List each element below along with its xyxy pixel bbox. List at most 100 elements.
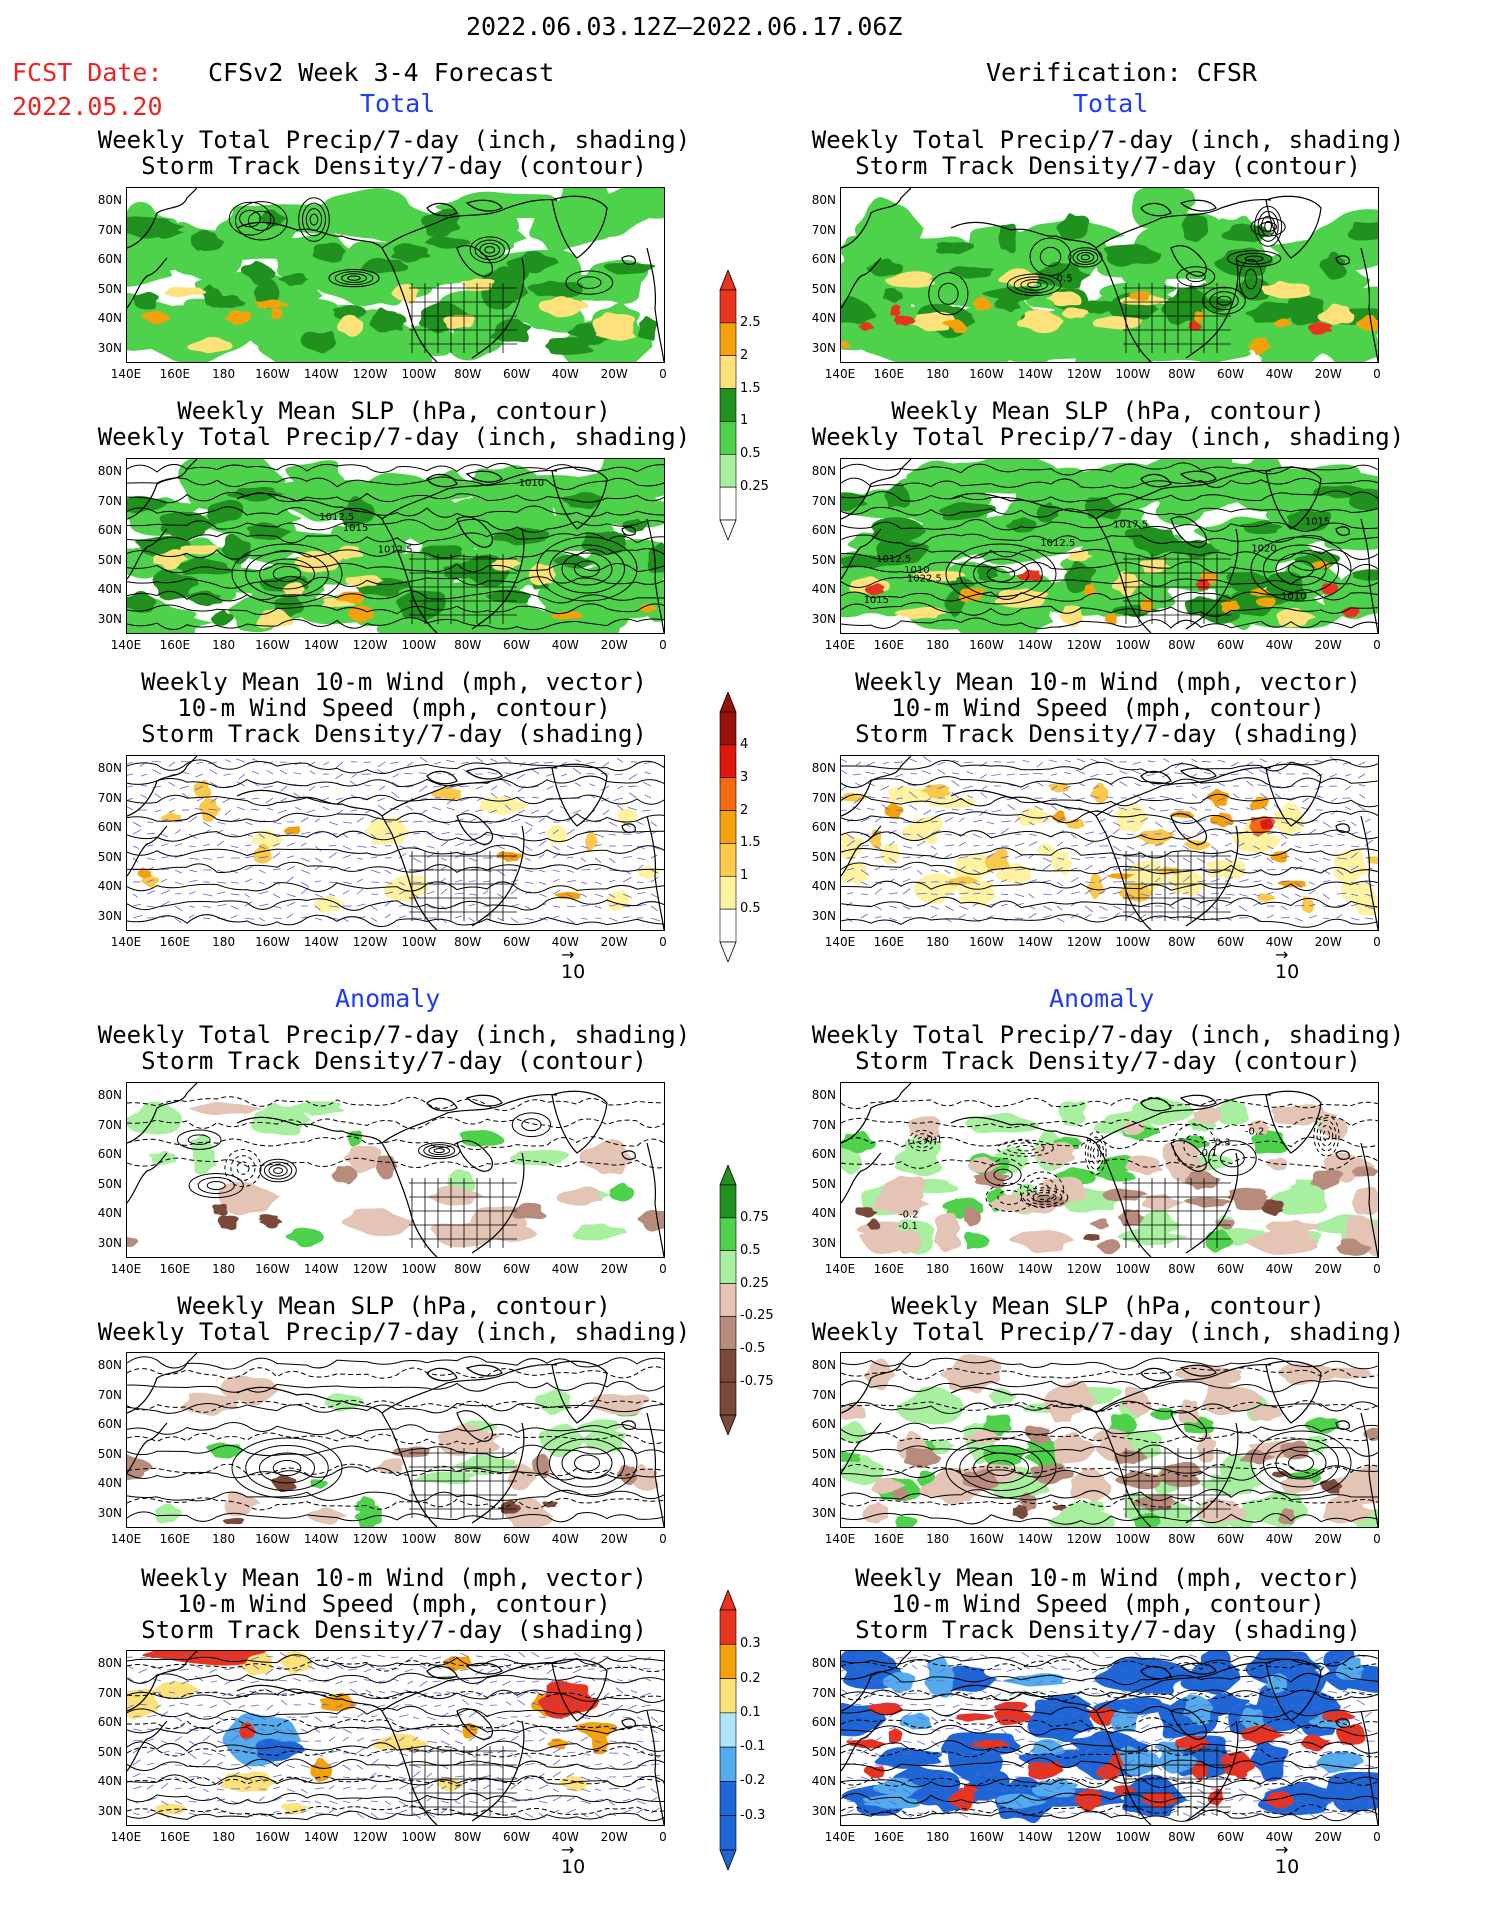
lon-label: 40W [1265,1262,1293,1276]
colorbar-label: -0.3 [740,1807,766,1823]
lon-label: 180 [212,1262,236,1276]
precip-anom-shading [310,1479,328,1489]
contour-line [245,1445,329,1491]
colorbar-segment [719,1283,737,1317]
colorbar-label: 2 [740,802,749,818]
precip-shading [1061,307,1089,319]
precip-shading [1256,597,1276,608]
lon-label: 140W [1017,1830,1053,1844]
precip-shading [1347,221,1378,241]
contour-line [841,1367,1378,1380]
precip-shading [1078,300,1115,314]
lon-label: 140E [824,935,856,949]
lon-label: 160E [159,1532,191,1546]
precip-shading [938,502,997,521]
lon-label: 40W [551,367,579,381]
lat-label: 40N [811,1476,836,1490]
lat-label: 40N [97,879,122,893]
storm-anom-shading [279,1651,313,1675]
colorbar-storm_total [698,690,758,966]
lon-label: 160W [969,638,1004,652]
contour-line [945,1437,1057,1499]
precip-shading [1214,247,1274,278]
fcst-date-value: 2022.05.20 [12,92,163,121]
precip-anom-shading [1196,1432,1217,1463]
precip-anom-shading [331,1165,358,1185]
contour-line [1072,249,1099,266]
precip-anom-shading [1117,1228,1191,1246]
vector-reference: → 10 [561,1840,586,1879]
storm-anom-shading [1234,1764,1248,1779]
contour-line [127,1432,664,1445]
lon-label: 160W [969,1532,1004,1546]
colorbar-segment [719,1781,737,1817]
lat-label: 50N [97,849,122,864]
lon-label: 100W [401,1262,437,1276]
lon-label: 140E [824,1830,856,1844]
lat-label: 40N [97,1774,122,1788]
lat-label: 40N [97,1476,122,1490]
lon-label: 80W [454,1532,482,1546]
lon-label: 40W [551,1830,579,1844]
contour-line [1183,1134,1206,1158]
colorbar-segment [719,453,737,488]
colorbar-segment [719,777,737,811]
storm-shading [1301,895,1315,914]
lat-label: 50N [97,1744,122,1759]
precip-shading [253,299,290,309]
contour-line [127,1659,664,1673]
lat-label: 80N [811,761,836,775]
panel-title: Weekly Mean 10-m Wind (mph, vector) [141,668,647,696]
contour-line [127,491,664,504]
colorbar-label: -0.25 [740,1308,774,1324]
precip-shading [994,295,1021,313]
precip-shading [210,609,234,626]
state-boundaries [1123,1746,1231,1816]
precip-anom-shading [872,1191,930,1217]
contour-line [1208,1140,1257,1177]
contour-line [127,1758,664,1772]
contour-line [841,589,1378,603]
precip-anom-shading [895,1515,918,1527]
lon-label: 60W [1216,367,1245,381]
precip-anom-shading [983,1445,1026,1470]
precip-shading [1273,318,1292,328]
lat-label: 50N [97,281,122,296]
contour-line [127,896,664,911]
precip-anom-shading [212,1203,228,1216]
precip-shading [240,260,276,285]
lon-label: 0 [659,1532,667,1546]
lon-label: 60W [502,1532,531,1546]
contour-label: 0.5 [1057,274,1073,285]
lon-label: 180 [212,1532,236,1546]
lon-label: 60W [502,367,531,381]
contour-line [521,1118,542,1132]
precip-anom-shading [1205,1229,1234,1253]
coastlines [841,1651,1378,1825]
colorbar-storm_anom [698,1588,758,1874]
lon-label: 100W [1115,367,1151,381]
precip-anom-shading [507,1463,537,1491]
contour-line [239,209,261,228]
lat-label: 80N [97,464,122,478]
map-panel-right-slp_precip-anom [840,1352,1379,1528]
contour-line [841,1689,1378,1702]
colorbar-label: 0.2 [740,1670,761,1686]
storm-anom-shading [537,1680,600,1719]
contour-line [484,246,496,254]
lon-label: 20W [600,367,628,381]
precip-anom-shading [1053,1432,1096,1464]
lat-label: 40N [811,1206,836,1220]
precip-shading [1056,213,1090,241]
panel-title: 10-m Wind Speed (mph, contour) [177,1590,611,1618]
precip-shading [491,558,522,571]
contour-line [841,861,1378,876]
precip-shading [890,304,901,318]
lat-label: 40N [811,582,836,596]
contour-line [231,1437,343,1499]
precip-shading [1017,569,1043,581]
lat-label: 60N [811,1715,836,1729]
lon-label: 140W [303,638,339,652]
precip-anom-shading [259,1215,283,1229]
precip-shading [882,287,904,303]
